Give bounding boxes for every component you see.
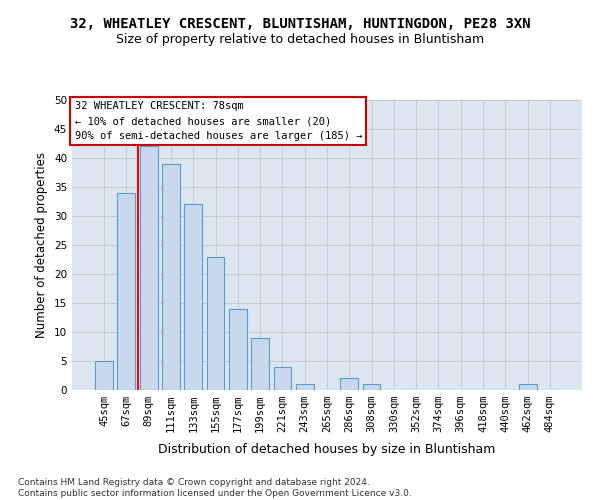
Text: 32 WHEATLEY CRESCENT: 78sqm
← 10% of detached houses are smaller (20)
90% of sem: 32 WHEATLEY CRESCENT: 78sqm ← 10% of det…	[74, 102, 362, 141]
Bar	[362, 384, 380, 390]
Bar	[229, 309, 247, 390]
Bar	[162, 164, 180, 390]
Y-axis label: Number of detached properties: Number of detached properties	[35, 152, 49, 338]
Bar	[340, 378, 358, 390]
Bar	[251, 338, 269, 390]
Bar	[206, 256, 224, 390]
Bar	[184, 204, 202, 390]
Text: 32, WHEATLEY CRESCENT, BLUNTISHAM, HUNTINGDON, PE28 3XN: 32, WHEATLEY CRESCENT, BLUNTISHAM, HUNTI…	[70, 18, 530, 32]
Bar	[95, 361, 113, 390]
Bar	[140, 146, 158, 390]
Bar	[518, 384, 536, 390]
Bar	[274, 367, 292, 390]
Text: Contains HM Land Registry data © Crown copyright and database right 2024.
Contai: Contains HM Land Registry data © Crown c…	[18, 478, 412, 498]
Bar	[118, 193, 136, 390]
Bar	[296, 384, 314, 390]
Text: Size of property relative to detached houses in Bluntisham: Size of property relative to detached ho…	[116, 32, 484, 46]
X-axis label: Distribution of detached houses by size in Bluntisham: Distribution of detached houses by size …	[158, 444, 496, 456]
